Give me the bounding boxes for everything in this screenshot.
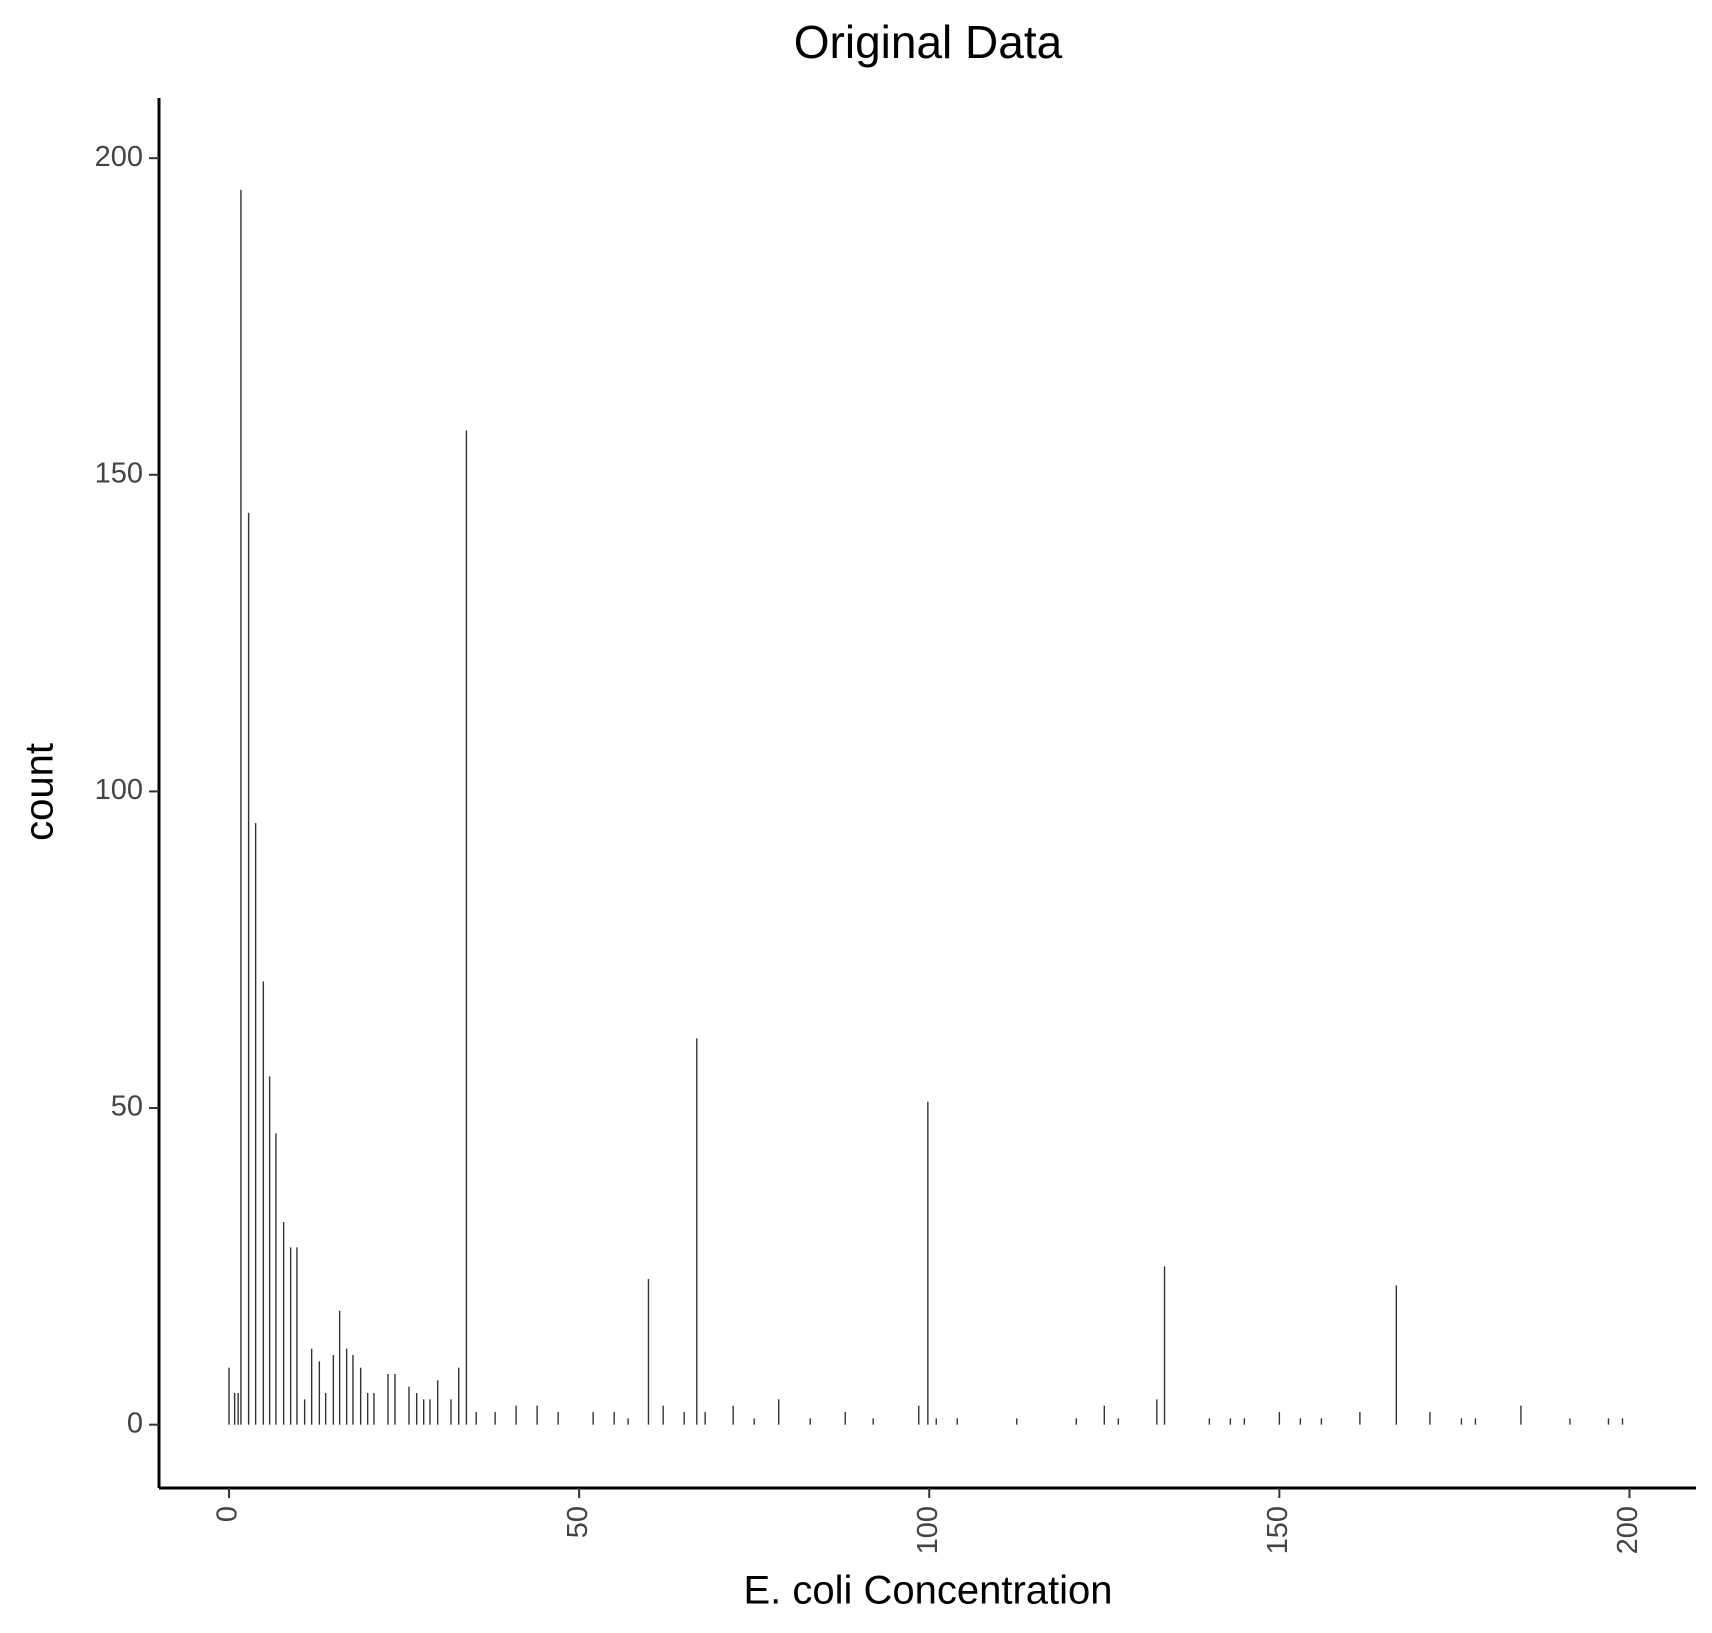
bar bbox=[935, 1418, 937, 1425]
bar bbox=[1395, 1285, 1398, 1425]
bar bbox=[872, 1418, 874, 1425]
bar bbox=[627, 1418, 629, 1425]
bar bbox=[1016, 1418, 1018, 1425]
bar bbox=[683, 1412, 685, 1425]
bar bbox=[753, 1418, 755, 1425]
bar bbox=[310, 1348, 313, 1425]
bar bbox=[536, 1405, 538, 1425]
bar bbox=[475, 1412, 477, 1425]
bar bbox=[262, 981, 265, 1425]
x-tick-label: 0 bbox=[212, 1506, 244, 1522]
x-tick-label: 150 bbox=[1262, 1506, 1294, 1554]
x-tick-label: 200 bbox=[1612, 1506, 1644, 1554]
y-tick-label: 0 bbox=[127, 1407, 143, 1439]
bar bbox=[1460, 1418, 1463, 1425]
bar bbox=[394, 1374, 396, 1425]
bar bbox=[515, 1405, 517, 1425]
bar bbox=[1474, 1418, 1477, 1425]
bar bbox=[662, 1405, 664, 1425]
bar bbox=[318, 1361, 321, 1425]
bar bbox=[247, 512, 250, 1425]
bar bbox=[450, 1399, 452, 1425]
bar bbox=[1243, 1418, 1246, 1425]
bar bbox=[254, 823, 257, 1425]
bar bbox=[1429, 1412, 1431, 1425]
bar bbox=[557, 1412, 559, 1425]
bar bbox=[1569, 1418, 1571, 1425]
bar bbox=[359, 1367, 362, 1425]
bar bbox=[324, 1393, 327, 1425]
bar bbox=[844, 1412, 846, 1425]
bar bbox=[1621, 1418, 1624, 1425]
bar bbox=[494, 1412, 496, 1425]
y-tick-label: 200 bbox=[95, 141, 143, 173]
bar bbox=[465, 430, 468, 1425]
bar bbox=[1117, 1418, 1120, 1425]
bar bbox=[1208, 1418, 1211, 1425]
bar bbox=[240, 189, 242, 1425]
bar bbox=[956, 1418, 958, 1425]
bar bbox=[1520, 1405, 1522, 1425]
bar bbox=[809, 1418, 811, 1425]
bar bbox=[704, 1412, 706, 1425]
bar bbox=[387, 1374, 389, 1425]
bar bbox=[303, 1399, 306, 1425]
chart-title: Original Data bbox=[794, 16, 1063, 68]
bar bbox=[1320, 1418, 1323, 1425]
bar bbox=[778, 1399, 780, 1425]
y-tick-label: 100 bbox=[95, 774, 143, 806]
bar bbox=[237, 1393, 239, 1425]
bar bbox=[275, 1133, 277, 1425]
bar bbox=[436, 1380, 439, 1425]
bar bbox=[732, 1405, 734, 1425]
bar bbox=[613, 1412, 615, 1425]
bar bbox=[1229, 1418, 1232, 1425]
bar bbox=[647, 1279, 650, 1425]
bar bbox=[422, 1399, 425, 1425]
bar bbox=[366, 1393, 369, 1425]
bar bbox=[233, 1393, 236, 1425]
bar bbox=[1163, 1266, 1166, 1425]
bar bbox=[268, 1076, 271, 1425]
bar bbox=[1607, 1418, 1610, 1425]
bar bbox=[457, 1367, 460, 1425]
bar bbox=[1278, 1412, 1281, 1425]
bar bbox=[592, 1412, 594, 1425]
bar bbox=[1103, 1405, 1106, 1425]
bar bbox=[332, 1355, 335, 1425]
bar bbox=[373, 1393, 375, 1425]
bar bbox=[415, 1393, 418, 1425]
y-tick-label: 50 bbox=[111, 1091, 143, 1123]
bar bbox=[429, 1399, 431, 1425]
bar bbox=[338, 1310, 341, 1425]
x-axis-title: E. coli Concentration bbox=[743, 1569, 1112, 1613]
bar bbox=[1359, 1412, 1361, 1425]
bar bbox=[228, 1367, 230, 1425]
bar bbox=[696, 1038, 698, 1425]
bar bbox=[1299, 1418, 1302, 1425]
bar bbox=[282, 1222, 285, 1425]
bar bbox=[289, 1247, 292, 1425]
bar bbox=[352, 1355, 354, 1425]
bar bbox=[927, 1101, 929, 1425]
bar bbox=[918, 1405, 920, 1425]
bar bbox=[1075, 1418, 1077, 1425]
x-tick-label: 50 bbox=[562, 1506, 594, 1538]
bar bbox=[345, 1348, 348, 1425]
y-tick-label: 150 bbox=[95, 457, 143, 489]
bar bbox=[1156, 1399, 1158, 1425]
bar bbox=[408, 1386, 410, 1425]
x-tick-label: 100 bbox=[912, 1506, 944, 1554]
bar bbox=[296, 1247, 298, 1425]
y-axis-title: count bbox=[18, 743, 62, 841]
